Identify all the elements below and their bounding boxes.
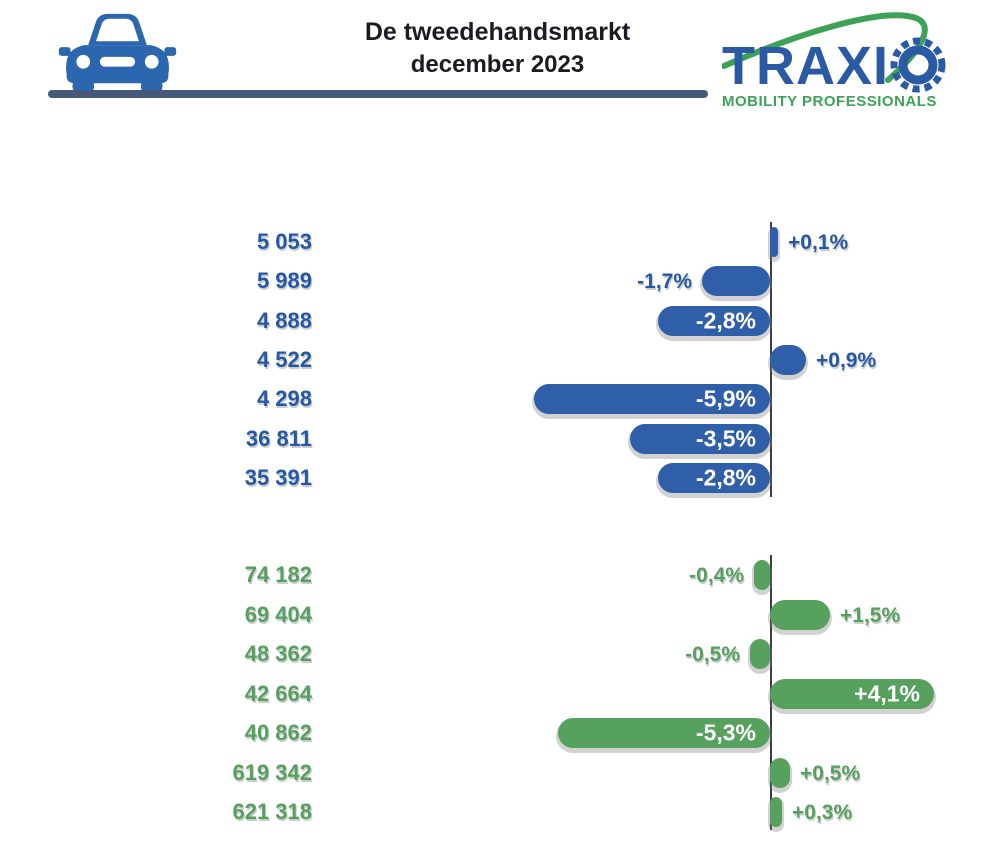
row-value: 74 182	[244, 562, 312, 587]
bar: -2,8%	[658, 306, 770, 336]
row-value: 619 342	[232, 760, 312, 785]
pct-label: +0,1%	[788, 231, 849, 254]
row-value: 40 862	[244, 720, 312, 745]
pct-label: +0,5%	[800, 762, 861, 785]
gear-icon	[890, 37, 946, 93]
row-value: 42 664	[244, 681, 312, 706]
pct-label: -5,9%	[695, 385, 756, 412]
bar	[770, 797, 782, 827]
bar	[702, 266, 770, 296]
header-divider	[48, 90, 708, 98]
bar: -5,9%	[534, 384, 770, 414]
bar	[770, 227, 778, 257]
logo-tagline: MOBILITY PROFESSIONALS	[722, 93, 937, 108]
row-value: 36 811	[245, 426, 312, 451]
row-value: 621 318	[232, 799, 312, 824]
bar: -3,5%	[630, 424, 770, 454]
row-value: 4 298	[256, 386, 312, 411]
svg-text:TRAXI: TRAXI	[722, 36, 889, 96]
row-value: 35 391	[244, 465, 312, 490]
pct-label: -0,4%	[689, 564, 744, 587]
pct-label: -2,8%	[695, 464, 756, 491]
car-icon	[58, 13, 177, 93]
row-value: 48 362	[244, 641, 312, 666]
traxio-logo: TRAXI MOBILITY PROFESSIONALS	[722, 12, 946, 108]
pct-label: +4,1%	[854, 680, 920, 707]
pct-label: +1,5%	[840, 604, 901, 627]
pct-label: -0,5%	[685, 643, 740, 666]
title-line-2: december 2023	[410, 51, 585, 78]
bar: +4,1%	[770, 679, 934, 709]
row-value: 5 053	[256, 229, 312, 254]
pct-label: -1,7%	[637, 270, 692, 293]
row-value: 4 888	[256, 308, 312, 333]
title-line-1: De tweedehandsmarkt	[364, 18, 631, 46]
pct-label: -2,8%	[695, 307, 756, 334]
bar	[754, 560, 770, 590]
bar	[770, 345, 806, 375]
pct-label: -3,5%	[695, 425, 756, 452]
bar	[750, 639, 770, 669]
pct-label: +0,9%	[816, 349, 877, 372]
bar: -2,8%	[658, 463, 770, 493]
pct-label: +0,3%	[792, 801, 853, 824]
bar: -5,3%	[558, 718, 770, 748]
row-value: 69 404	[244, 602, 312, 627]
bar	[770, 600, 830, 630]
row-value: 5 989	[256, 268, 312, 293]
chart-title: De tweedehandsmarkt december 2023	[290, 16, 705, 80]
bar	[770, 758, 790, 788]
row-value: 4 522	[256, 347, 312, 372]
pct-label: -5,3%	[695, 719, 756, 746]
